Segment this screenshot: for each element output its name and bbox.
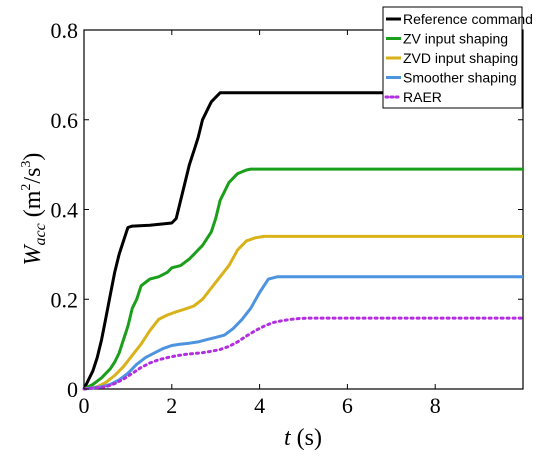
series-line-zvd-input-shaping: [83, 234, 523, 391]
series-line-smoother-shaping: [83, 275, 523, 391]
y-tick-label: 0.4: [51, 198, 79, 223]
x-tick-label: 4: [254, 393, 265, 418]
y-tick-label: 0.2: [51, 287, 79, 312]
series-line-reference-command: [82, 91, 523, 390]
series-line-raer: [82, 316, 525, 391]
axes-layer: 0 2 4 6 8 0 0.2 0.4 0.6 0.8: [51, 18, 523, 418]
y-axis-label: Wacc(m2/s3): [19, 153, 49, 266]
y-tick-label: 0.8: [51, 18, 79, 43]
legend: Reference command ZV input shaping ZVD inp…: [382, 6, 533, 109]
series-line-zv-input-shaping: [83, 167, 523, 391]
y-tick-label: 0: [67, 377, 78, 402]
legend-label: Smoother shaping: [403, 70, 517, 86]
legend-label: ZV input shaping: [403, 31, 508, 47]
x-tick-label: 8: [430, 393, 441, 418]
x-tick-label: 0: [79, 393, 90, 418]
legend-label: RAER: [403, 89, 442, 105]
legend-label: ZVD input shaping: [403, 50, 518, 66]
x-tick-label: 6: [342, 393, 353, 418]
legend-label: Reference command: [403, 11, 533, 27]
series-layer: [82, 91, 525, 391]
x-axis-label: t (s): [284, 425, 322, 451]
x-tick-label: 2: [166, 393, 177, 418]
y-tick-label: 0.6: [51, 108, 79, 133]
legend-box: [382, 6, 523, 109]
